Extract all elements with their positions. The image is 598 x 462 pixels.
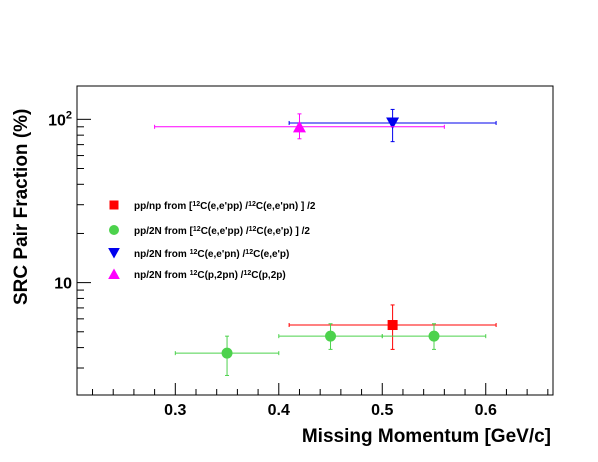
plot-frame [76,85,554,396]
data-point [292,120,306,133]
x-tick-label: 0.3 [164,402,186,419]
legend-marker [109,200,119,210]
legend-marker [108,268,120,279]
y-axis-title: SRC Pair Fraction (%) [11,109,32,305]
data-point [386,117,400,130]
legend: pp/np from [12C(e,e'pp) /12C(e,e'pn) ] /… [108,200,316,281]
y-tick-labels: 10 102 [48,109,72,292]
series-2 [288,108,497,143]
legend-item-1: pp/2N from [12C(e,e'pp) /12C(e,e'p) ] /2 [109,225,310,237]
legend-marker [108,248,120,259]
data-point [428,330,440,342]
axis-ticks [77,118,549,395]
legend-item-2: np/2N from 12C(e,e'pn) /12C(e,e'p) [108,248,289,260]
x-tick-label: 0.5 [371,402,393,419]
legend-label: pp/2N from [12C(e,e'pp) /12C(e,e'p) ] /2 [134,226,310,238]
legend-label: np/2N from 12C(p,2pn) /12C(p,2p) [134,270,286,282]
data-points [154,108,497,376]
legend-marker [109,225,119,235]
series-1 [174,323,487,376]
series-3 [154,113,445,140]
y-tick-label: 10 [54,276,72,293]
x-tick-label: 0.6 [475,402,497,419]
y-tick-label: 102 [48,109,72,129]
x-tick-label: 0.4 [268,402,290,419]
series-0 [288,304,497,350]
x-axis-title: Missing Momentum [GeV/c] [302,426,551,447]
legend-label: np/2N from 12C(e,e'pn) /12C(e,e'p) [134,249,289,261]
legend-item-3: np/2N from 12C(p,2pn) /12C(p,2p) [108,268,286,281]
data-point [325,330,337,342]
legend-label: pp/np from [12C(e,e'pp) /12C(e,e'pn) ] /… [134,201,316,213]
x-tick-labels: 0.3 0.4 0.5 0.6 [164,402,497,419]
data-point [387,320,398,331]
data-point [221,347,233,359]
legend-item-0: pp/np from [12C(e,e'pp) /12C(e,e'pn) ] /… [109,200,316,213]
